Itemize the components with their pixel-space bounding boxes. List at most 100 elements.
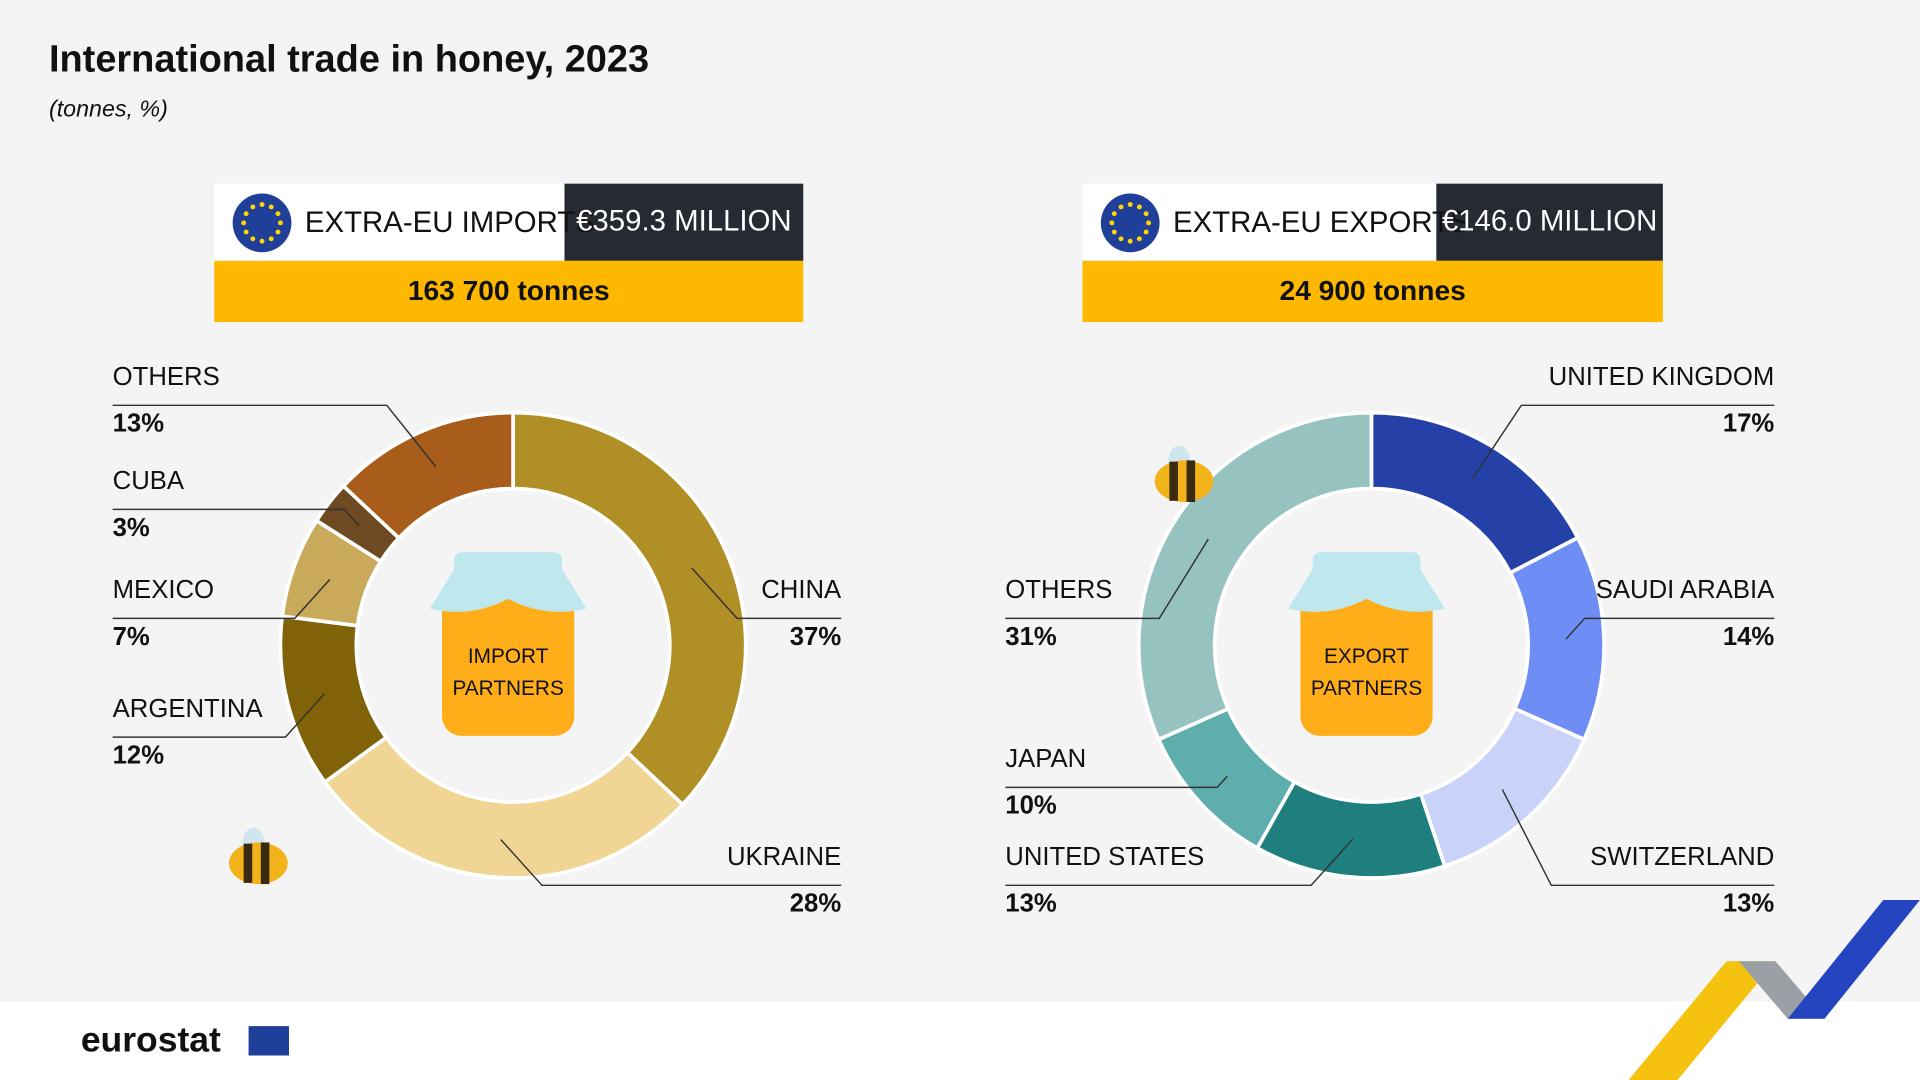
slice-label: CUBA	[113, 467, 185, 495]
leader-line	[1005, 838, 1354, 887]
leader-line	[500, 839, 842, 887]
eu-star	[1111, 229, 1117, 235]
leader-line	[691, 567, 842, 620]
volume: 163 700 tonnes	[408, 275, 610, 306]
leader-line	[1501, 789, 1775, 887]
eu-star	[259, 238, 265, 244]
eu-star	[250, 236, 256, 242]
eu-star	[1136, 204, 1142, 210]
leader-line	[1005, 538, 1209, 620]
donut-slice	[340, 410, 515, 541]
leader-line	[112, 404, 437, 468]
slice-label: OTHERS	[1005, 576, 1112, 604]
slice-label: UKRAINE	[727, 843, 841, 871]
eu-star	[241, 220, 247, 226]
slice-value: 7%	[113, 623, 150, 651]
slice-value: 17%	[1723, 410, 1775, 438]
eu-star	[250, 204, 256, 210]
eu-star	[1143, 229, 1149, 235]
eu-star	[1109, 220, 1115, 226]
slice-label: UNITED KINGDOM	[1549, 363, 1775, 391]
slice-value: 10%	[1005, 792, 1057, 820]
jar-cloth	[1288, 569, 1445, 612]
bee-body	[228, 842, 288, 885]
eu-flag	[232, 193, 292, 253]
eu-star	[1136, 236, 1142, 242]
eu-star	[243, 211, 249, 217]
eu-star	[1127, 238, 1133, 244]
volume-bar	[1082, 260, 1663, 323]
footer	[0, 1001, 1920, 1080]
leader-line	[1005, 775, 1228, 789]
eu-star	[1127, 202, 1133, 207]
eu-star	[1118, 204, 1124, 210]
slice-label: SAUDI ARABIA	[1596, 576, 1775, 604]
bee-body	[1154, 460, 1214, 503]
amount-box	[1436, 183, 1663, 261]
donut-slice	[322, 734, 686, 880]
subtitle: (tonnes, %)	[49, 95, 168, 121]
center-label: IMPORT	[468, 645, 549, 668]
slice-label: UNITED STATES	[1005, 843, 1204, 871]
slice-value: 3%	[113, 514, 150, 542]
leader-line	[112, 508, 360, 527]
slice-label: ARGENTINA	[113, 695, 264, 723]
jar-lid	[1312, 552, 1421, 577]
slice-value: 13%	[113, 410, 165, 438]
decor	[1787, 900, 1920, 1019]
jar-cloth	[429, 569, 587, 612]
jar-lid	[454, 552, 563, 577]
eu-star	[275, 229, 281, 235]
leader-line	[1471, 404, 1775, 480]
center-label: EXPORT	[1324, 645, 1409, 668]
slice-value: 13%	[1005, 890, 1057, 918]
eu-star	[1111, 211, 1117, 217]
volume: 24 900 tonnes	[1280, 275, 1466, 306]
eu-star	[1146, 220, 1152, 226]
bee-stripe	[260, 842, 270, 885]
leader-line	[1565, 617, 1775, 640]
slice-value: 37%	[790, 623, 842, 651]
logo: eurostat	[81, 1019, 221, 1059]
amount-box	[564, 183, 804, 261]
eu-star	[259, 202, 265, 207]
eu-star	[243, 229, 249, 235]
center-label: PARTNERS	[452, 677, 563, 700]
amount: €359.3 MILLION	[576, 205, 792, 238]
slice-label: CHINA	[761, 576, 842, 604]
bee-stripe	[243, 843, 253, 883]
slice-value: 31%	[1005, 623, 1057, 651]
eu-star	[1143, 211, 1149, 217]
bee-stripe	[1186, 460, 1196, 503]
logo-flag	[248, 1026, 289, 1056]
decor	[1628, 961, 1776, 1080]
header-label: EXTRA-EU EXPORTS	[1173, 206, 1470, 239]
volume-bar	[214, 260, 804, 323]
eu-star	[275, 211, 281, 217]
slice-value: 13%	[1723, 890, 1775, 918]
slice-label: MEXICO	[113, 576, 214, 604]
jar-body	[1300, 584, 1433, 736]
eu-star	[1118, 236, 1124, 242]
eu-star	[268, 236, 274, 242]
jar-body	[442, 584, 575, 736]
eu-flag	[1100, 193, 1160, 253]
slice-value: 28%	[790, 890, 842, 918]
title: International trade in honey, 2023	[49, 38, 649, 80]
slice-value: 14%	[1723, 623, 1775, 651]
eu-star	[268, 204, 274, 210]
amount: €146.0 MILLION	[1442, 205, 1658, 238]
leader-line	[112, 578, 331, 620]
slice-label: JAPAN	[1005, 745, 1086, 773]
bee-stripe	[1169, 461, 1178, 501]
header-label: EXTRA-EU IMPORTS	[305, 206, 595, 239]
slice-value: 12%	[113, 742, 165, 770]
slice-label: OTHERS	[113, 363, 220, 391]
leader-line	[112, 693, 326, 738]
eu-star	[277, 220, 283, 226]
center-label: PARTNERS	[1311, 677, 1422, 700]
slice-label: SWITZERLAND	[1590, 843, 1774, 871]
donut-slice	[511, 410, 748, 808]
